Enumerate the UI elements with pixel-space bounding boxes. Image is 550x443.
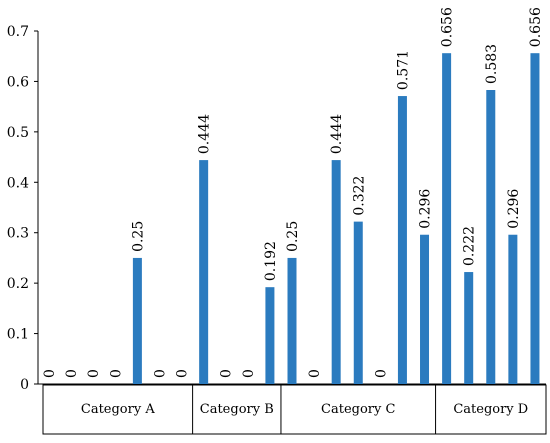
bar xyxy=(442,53,452,385)
category-label: Category D xyxy=(453,402,528,417)
data-label: 0.322 xyxy=(351,176,367,216)
bar xyxy=(331,160,341,384)
data-label: 0 xyxy=(152,369,168,378)
y-tick-label: 0.2 xyxy=(7,276,29,292)
bar xyxy=(353,221,363,384)
y-tick-label: 0.1 xyxy=(7,327,29,343)
y-tick-label: 0.7 xyxy=(7,24,29,40)
data-label: 0.444 xyxy=(197,114,213,154)
bar xyxy=(265,287,275,384)
data-label: 0.25 xyxy=(285,221,301,252)
bar xyxy=(508,234,518,384)
data-label: 0.656 xyxy=(440,7,456,47)
data-label: 0.444 xyxy=(329,114,345,154)
category-axis: Category A Category B Category C Category D xyxy=(42,384,547,435)
y-axis-ticks: 0 0.1 0.2 0.3 0.4 0.5 0.6 0.7 xyxy=(7,24,38,393)
data-label: 0.222 xyxy=(462,226,478,266)
y-tick-label: 0.4 xyxy=(7,175,29,191)
data-label: 0 xyxy=(307,369,323,378)
data-label: 0.571 xyxy=(395,50,411,90)
data-label: 0 xyxy=(42,369,58,378)
y-tick-label: 0 xyxy=(20,377,29,393)
bar xyxy=(464,272,474,384)
data-label: 0.192 xyxy=(263,241,279,281)
data-label: 0 xyxy=(373,369,389,378)
y-tick-label: 0.3 xyxy=(7,226,29,242)
data-label: 0.25 xyxy=(130,221,146,252)
y-tick-label: 0.6 xyxy=(7,74,29,90)
bar xyxy=(132,257,142,384)
data-label: 0.296 xyxy=(418,189,434,229)
bar xyxy=(486,90,496,384)
data-label: 0 xyxy=(175,369,191,378)
data-label: 0.296 xyxy=(506,189,522,229)
bar xyxy=(199,160,209,384)
bar xyxy=(530,53,540,385)
category-box xyxy=(42,384,547,435)
data-label: 0 xyxy=(108,369,124,378)
y-tick-label: 0.5 xyxy=(7,125,29,141)
category-label: Category A xyxy=(81,402,155,417)
bar xyxy=(287,257,297,384)
data-label: 0.583 xyxy=(484,44,500,84)
bar xyxy=(397,96,407,384)
data-label: 0 xyxy=(64,369,80,378)
bars xyxy=(132,53,540,385)
category-label: Category C xyxy=(321,402,395,417)
bar xyxy=(420,234,430,384)
data-label: 0 xyxy=(86,369,102,378)
category-label: Category B xyxy=(200,402,274,417)
data-label: 0.656 xyxy=(528,7,544,47)
data-label: 0 xyxy=(241,369,257,378)
data-label: 0 xyxy=(219,369,235,378)
